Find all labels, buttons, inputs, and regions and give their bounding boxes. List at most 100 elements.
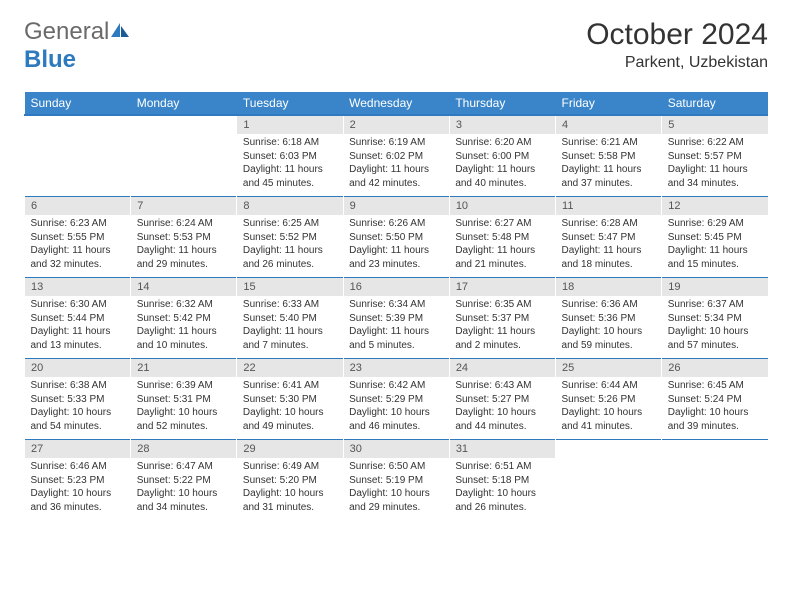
- day-num: 16: [343, 278, 449, 297]
- logo: General Blue: [24, 18, 131, 74]
- day-num: 29: [237, 440, 343, 459]
- sunrise-value: 6:28 AM: [601, 218, 638, 229]
- sunrise-value: 6:32 AM: [176, 299, 213, 310]
- sunset-label: Sunset:: [668, 313, 705, 324]
- day-body-empty: [556, 458, 662, 520]
- sunrise-value: 6:35 AM: [495, 299, 532, 310]
- sunrise-value: 6:33 AM: [282, 299, 319, 310]
- sunrise-value: 6:34 AM: [389, 299, 426, 310]
- sunset-value: 5:19 PM: [386, 475, 423, 486]
- sunrise-value: 6:26 AM: [389, 218, 426, 229]
- sunset-label: Sunset:: [455, 232, 492, 243]
- sunset-label: Sunset:: [137, 394, 174, 405]
- sunrise-label: Sunrise:: [243, 299, 282, 310]
- week-body-row: Sunrise: 6:38 AMSunset: 5:33 PMDaylight:…: [25, 377, 769, 440]
- sunset-value: 6:03 PM: [280, 151, 317, 162]
- week-num-row: 6789101112: [25, 197, 769, 216]
- day-body: Sunrise: 6:28 AMSunset: 5:47 PMDaylight:…: [556, 215, 662, 278]
- sunrise-label: Sunrise:: [137, 299, 176, 310]
- sunrise-value: 6:25 AM: [282, 218, 319, 229]
- day-num: 21: [131, 359, 237, 378]
- dow-saturday: Saturday: [662, 92, 768, 115]
- day-body: Sunrise: 6:25 AMSunset: 5:52 PMDaylight:…: [237, 215, 343, 278]
- dow-monday: Monday: [131, 92, 237, 115]
- logo-sail-icon: [109, 21, 131, 39]
- day-body: Sunrise: 6:34 AMSunset: 5:39 PMDaylight:…: [343, 296, 449, 359]
- day-body: Sunrise: 6:46 AMSunset: 5:23 PMDaylight:…: [25, 458, 131, 520]
- sunset-value: 5:58 PM: [598, 151, 635, 162]
- sunset-label: Sunset:: [137, 313, 174, 324]
- month-title: October 2024: [586, 18, 768, 52]
- sunrise-value: 6:27 AM: [495, 218, 532, 229]
- sunrise-label: Sunrise:: [455, 299, 494, 310]
- sunrise-value: 6:30 AM: [70, 299, 107, 310]
- sunrise-value: 6:22 AM: [707, 137, 744, 148]
- sunset-value: 5:55 PM: [67, 232, 104, 243]
- day-num: 9: [343, 197, 449, 216]
- sunset-label: Sunset:: [243, 232, 280, 243]
- sunset-value: 5:47 PM: [598, 232, 635, 243]
- sunset-value: 5:42 PM: [173, 313, 210, 324]
- day-body-empty: [25, 134, 131, 197]
- sunrise-value: 6:47 AM: [176, 461, 213, 472]
- daylight-label: Daylight:: [31, 488, 73, 499]
- sunrise-value: 6:50 AM: [389, 461, 426, 472]
- sunset-label: Sunset:: [668, 394, 705, 405]
- sunrise-label: Sunrise:: [562, 218, 601, 229]
- daylight-label: Daylight:: [668, 164, 710, 175]
- day-body: Sunrise: 6:49 AMSunset: 5:20 PMDaylight:…: [237, 458, 343, 520]
- daylight-label: Daylight:: [243, 326, 285, 337]
- sunset-label: Sunset:: [455, 475, 492, 486]
- day-num: 5: [662, 115, 768, 134]
- location: Parkent, Uzbekistan: [586, 54, 768, 72]
- day-num: 24: [449, 359, 555, 378]
- daylight-label: Daylight:: [349, 245, 391, 256]
- day-num: 18: [556, 278, 662, 297]
- day-num: 28: [131, 440, 237, 459]
- day-num: 17: [449, 278, 555, 297]
- day-num: 19: [662, 278, 768, 297]
- sunset-value: 5:52 PM: [280, 232, 317, 243]
- sunrise-label: Sunrise:: [668, 380, 707, 391]
- sunset-value: 5:18 PM: [492, 475, 529, 486]
- sunset-label: Sunset:: [562, 313, 599, 324]
- daylight-label: Daylight:: [455, 407, 497, 418]
- day-body: Sunrise: 6:36 AMSunset: 5:36 PMDaylight:…: [556, 296, 662, 359]
- sunrise-label: Sunrise:: [349, 137, 388, 148]
- sunrise-label: Sunrise:: [562, 380, 601, 391]
- sunrise-label: Sunrise:: [562, 299, 601, 310]
- day-body: Sunrise: 6:50 AMSunset: 5:19 PMDaylight:…: [343, 458, 449, 520]
- sunset-label: Sunset:: [349, 394, 386, 405]
- sunset-value: 5:31 PM: [173, 394, 210, 405]
- calendar-body: 12345Sunrise: 6:18 AMSunset: 6:03 PMDayl…: [25, 115, 769, 520]
- sunset-label: Sunset:: [31, 313, 68, 324]
- day-body: Sunrise: 6:18 AMSunset: 6:03 PMDaylight:…: [237, 134, 343, 197]
- day-body: Sunrise: 6:35 AMSunset: 5:37 PMDaylight:…: [449, 296, 555, 359]
- sunrise-value: 6:51 AM: [495, 461, 532, 472]
- sunrise-label: Sunrise:: [31, 461, 70, 472]
- day-num: 23: [343, 359, 449, 378]
- sunrise-value: 6:44 AM: [601, 380, 638, 391]
- sunrise-value: 6:45 AM: [707, 380, 744, 391]
- sunset-label: Sunset:: [243, 394, 280, 405]
- sunrise-label: Sunrise:: [455, 218, 494, 229]
- day-body: Sunrise: 6:24 AMSunset: 5:53 PMDaylight:…: [131, 215, 237, 278]
- sunset-value: 5:40 PM: [280, 313, 317, 324]
- sunset-value: 5:23 PM: [67, 475, 104, 486]
- day-num-empty: [556, 440, 662, 459]
- daylight-label: Daylight:: [349, 407, 391, 418]
- sunset-value: 5:37 PM: [492, 313, 529, 324]
- daylight-label: Daylight:: [137, 326, 179, 337]
- daylight-label: Daylight:: [668, 245, 710, 256]
- day-body: Sunrise: 6:30 AMSunset: 5:44 PMDaylight:…: [25, 296, 131, 359]
- sunrise-label: Sunrise:: [31, 299, 70, 310]
- daylight-label: Daylight:: [137, 488, 179, 499]
- day-body: Sunrise: 6:44 AMSunset: 5:26 PMDaylight:…: [556, 377, 662, 440]
- daylight-label: Daylight:: [562, 407, 604, 418]
- day-num: 31: [449, 440, 555, 459]
- sunset-label: Sunset:: [137, 475, 174, 486]
- daylight-label: Daylight:: [668, 326, 710, 337]
- day-num: 14: [131, 278, 237, 297]
- sunset-value: 5:20 PM: [280, 475, 317, 486]
- sunset-label: Sunset:: [455, 313, 492, 324]
